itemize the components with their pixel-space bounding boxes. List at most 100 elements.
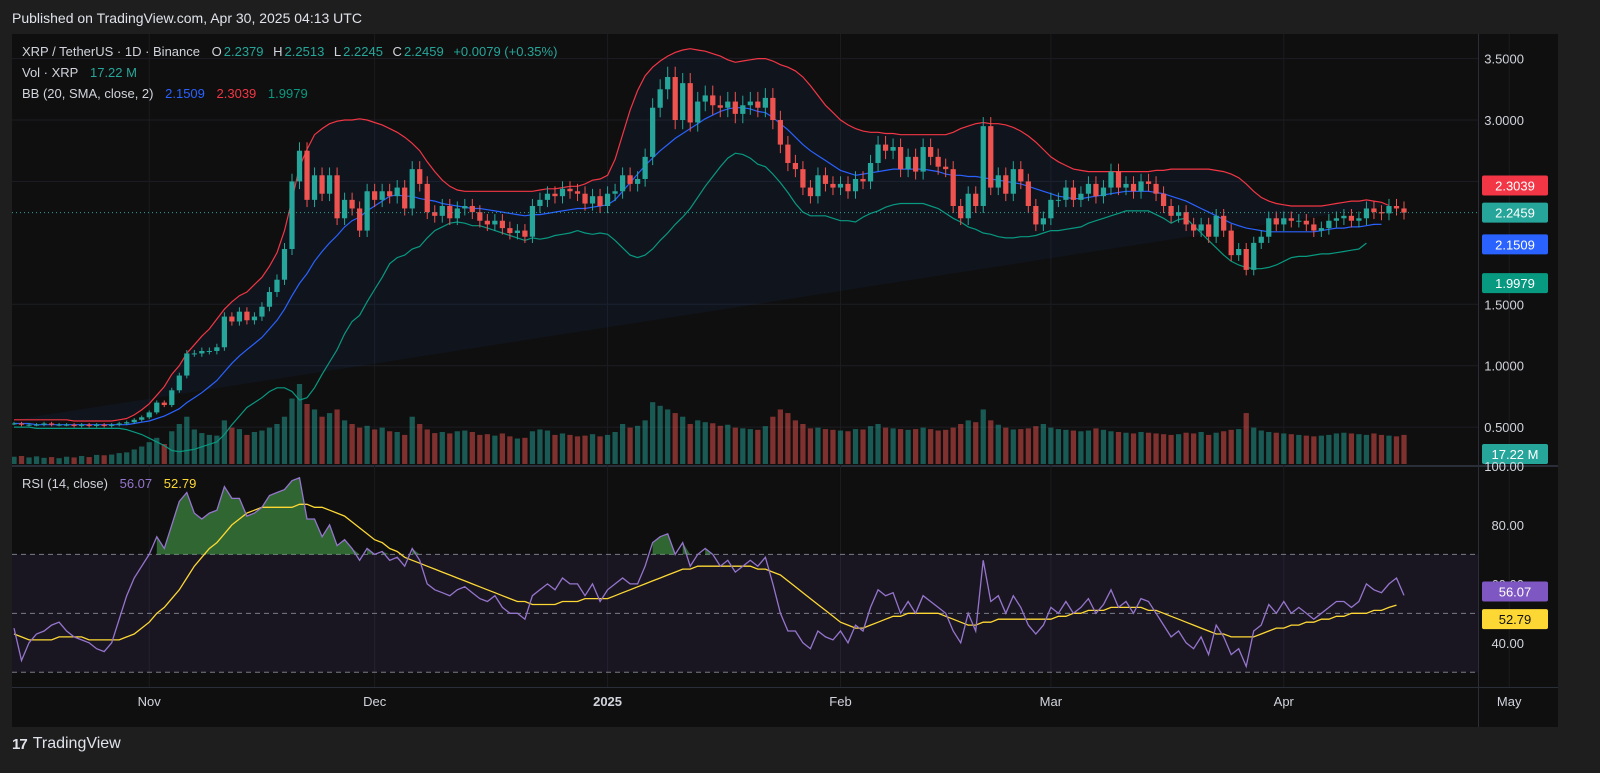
volume-bar bbox=[326, 413, 333, 464]
rsi-overbought-fill bbox=[156, 477, 713, 555]
candle-body bbox=[417, 169, 423, 184]
volume-bar bbox=[289, 398, 295, 464]
volume-bar bbox=[770, 416, 776, 464]
rsi-value: 56.07 bbox=[119, 476, 153, 491]
candle-body bbox=[619, 175, 626, 192]
volume-bar bbox=[747, 429, 753, 464]
volume-bar bbox=[582, 435, 588, 464]
candle-body bbox=[79, 424, 85, 426]
candle-body bbox=[229, 316, 235, 322]
candle-body bbox=[1348, 215, 1355, 221]
volume-bar bbox=[680, 416, 686, 464]
candle-body bbox=[928, 147, 934, 157]
bb-basis-badge-bg bbox=[1482, 234, 1548, 255]
brand-name[interactable]: TradingView bbox=[32, 735, 121, 752]
volume-bar bbox=[1183, 432, 1189, 464]
volume-bar bbox=[387, 431, 393, 464]
rsi-tick-label: 80.00 bbox=[1491, 518, 1524, 533]
volume-bar bbox=[1401, 434, 1407, 464]
candle-body bbox=[627, 175, 633, 184]
candle-body bbox=[1108, 171, 1114, 188]
volume-bar bbox=[1228, 429, 1234, 464]
candle-body bbox=[1258, 236, 1264, 243]
candle-body bbox=[221, 316, 227, 348]
tradingview-logo-icon[interactable]: 17 bbox=[12, 735, 28, 753]
volume-bar bbox=[1243, 413, 1249, 464]
price-axis-border bbox=[1478, 34, 1479, 727]
volume-bar bbox=[995, 424, 1001, 464]
volume-bar bbox=[1100, 429, 1107, 464]
price-tick-label: 1.5000 bbox=[1484, 297, 1524, 312]
candle-body bbox=[1296, 220, 1302, 222]
volume-bar bbox=[63, 456, 70, 464]
symbol-title[interactable]: XRP / TetherUS · 1D · Binance bbox=[22, 44, 200, 59]
rsi-label[interactable]: RSI (14, close) bbox=[22, 476, 108, 491]
volume-bar bbox=[86, 457, 92, 464]
candle-body bbox=[672, 77, 678, 120]
bb-legend: BB (20, SMA, close, 2) 2.1509 2.3039 1.9… bbox=[22, 86, 310, 101]
candle-body bbox=[94, 424, 100, 426]
volume-bar bbox=[199, 433, 205, 464]
volume-bar bbox=[71, 457, 77, 464]
candle-body bbox=[514, 230, 521, 234]
volume-bar bbox=[845, 431, 851, 464]
volume-bar bbox=[1055, 429, 1061, 464]
chart-svg[interactable]: 3.50003.00002.50001.50001.00000.5000NovD… bbox=[12, 34, 1558, 727]
volume-value: 17.22 M bbox=[89, 65, 137, 80]
volume-bar bbox=[619, 424, 626, 464]
volume-bar bbox=[958, 424, 964, 464]
time-tick-label: Apr bbox=[1274, 694, 1295, 709]
candle-body bbox=[409, 169, 415, 209]
volume-bar bbox=[612, 432, 618, 464]
candle-body bbox=[717, 105, 723, 108]
time-tick-label: Nov bbox=[138, 694, 162, 709]
candle-body bbox=[1363, 208, 1370, 219]
volume-bar bbox=[169, 431, 175, 464]
volume-bar bbox=[184, 416, 190, 464]
volume-bar bbox=[109, 454, 115, 464]
candle-body bbox=[1145, 181, 1152, 184]
candle-body bbox=[499, 220, 505, 229]
candle-body bbox=[537, 199, 543, 206]
candle-body bbox=[822, 175, 829, 184]
volume-bar bbox=[544, 430, 551, 464]
volume-bar bbox=[920, 427, 926, 464]
rsi-tick-label: 40.00 bbox=[1491, 636, 1524, 651]
volume-bar bbox=[559, 433, 566, 464]
volume-bar bbox=[777, 409, 783, 464]
volume-bar bbox=[131, 449, 137, 464]
volume-bar bbox=[574, 436, 581, 464]
candle-body bbox=[604, 193, 611, 206]
volume-label[interactable]: Vol · XRP bbox=[22, 65, 79, 80]
volume-bar bbox=[41, 457, 47, 464]
candle-body bbox=[507, 228, 513, 234]
volume-bar bbox=[755, 429, 761, 464]
volume-bar bbox=[18, 456, 25, 464]
pane-separator bbox=[12, 465, 1558, 467]
candle-body bbox=[905, 156, 911, 170]
candle-body bbox=[852, 178, 859, 192]
open-value: 2.2379 bbox=[223, 44, 264, 59]
volume-bar bbox=[950, 427, 956, 464]
volume-bar bbox=[1093, 428, 1099, 464]
rsi-value-badge: 56.07 bbox=[1499, 584, 1532, 599]
candle-body bbox=[1236, 249, 1242, 256]
candle-body bbox=[958, 206, 964, 219]
bb-label[interactable]: BB (20, SMA, close, 2) bbox=[22, 86, 154, 101]
candle-body bbox=[33, 424, 40, 426]
candle-body bbox=[484, 220, 490, 225]
volume-bar bbox=[259, 430, 265, 464]
candle-body bbox=[176, 375, 182, 391]
price-tick-label: 0.5000 bbox=[1484, 420, 1524, 435]
volume-bar bbox=[477, 434, 483, 464]
volume-bar bbox=[1221, 431, 1227, 464]
candle-body bbox=[1386, 206, 1392, 214]
volume-bar bbox=[334, 409, 340, 464]
chart-frame[interactable]: 3.50003.00002.50001.50001.00000.5000NovD… bbox=[12, 34, 1558, 727]
volume-bar bbox=[913, 429, 919, 464]
volume-bar bbox=[1311, 436, 1317, 464]
low-label: L bbox=[333, 44, 342, 59]
volume-bar bbox=[702, 422, 708, 464]
volume-bar bbox=[304, 404, 310, 464]
